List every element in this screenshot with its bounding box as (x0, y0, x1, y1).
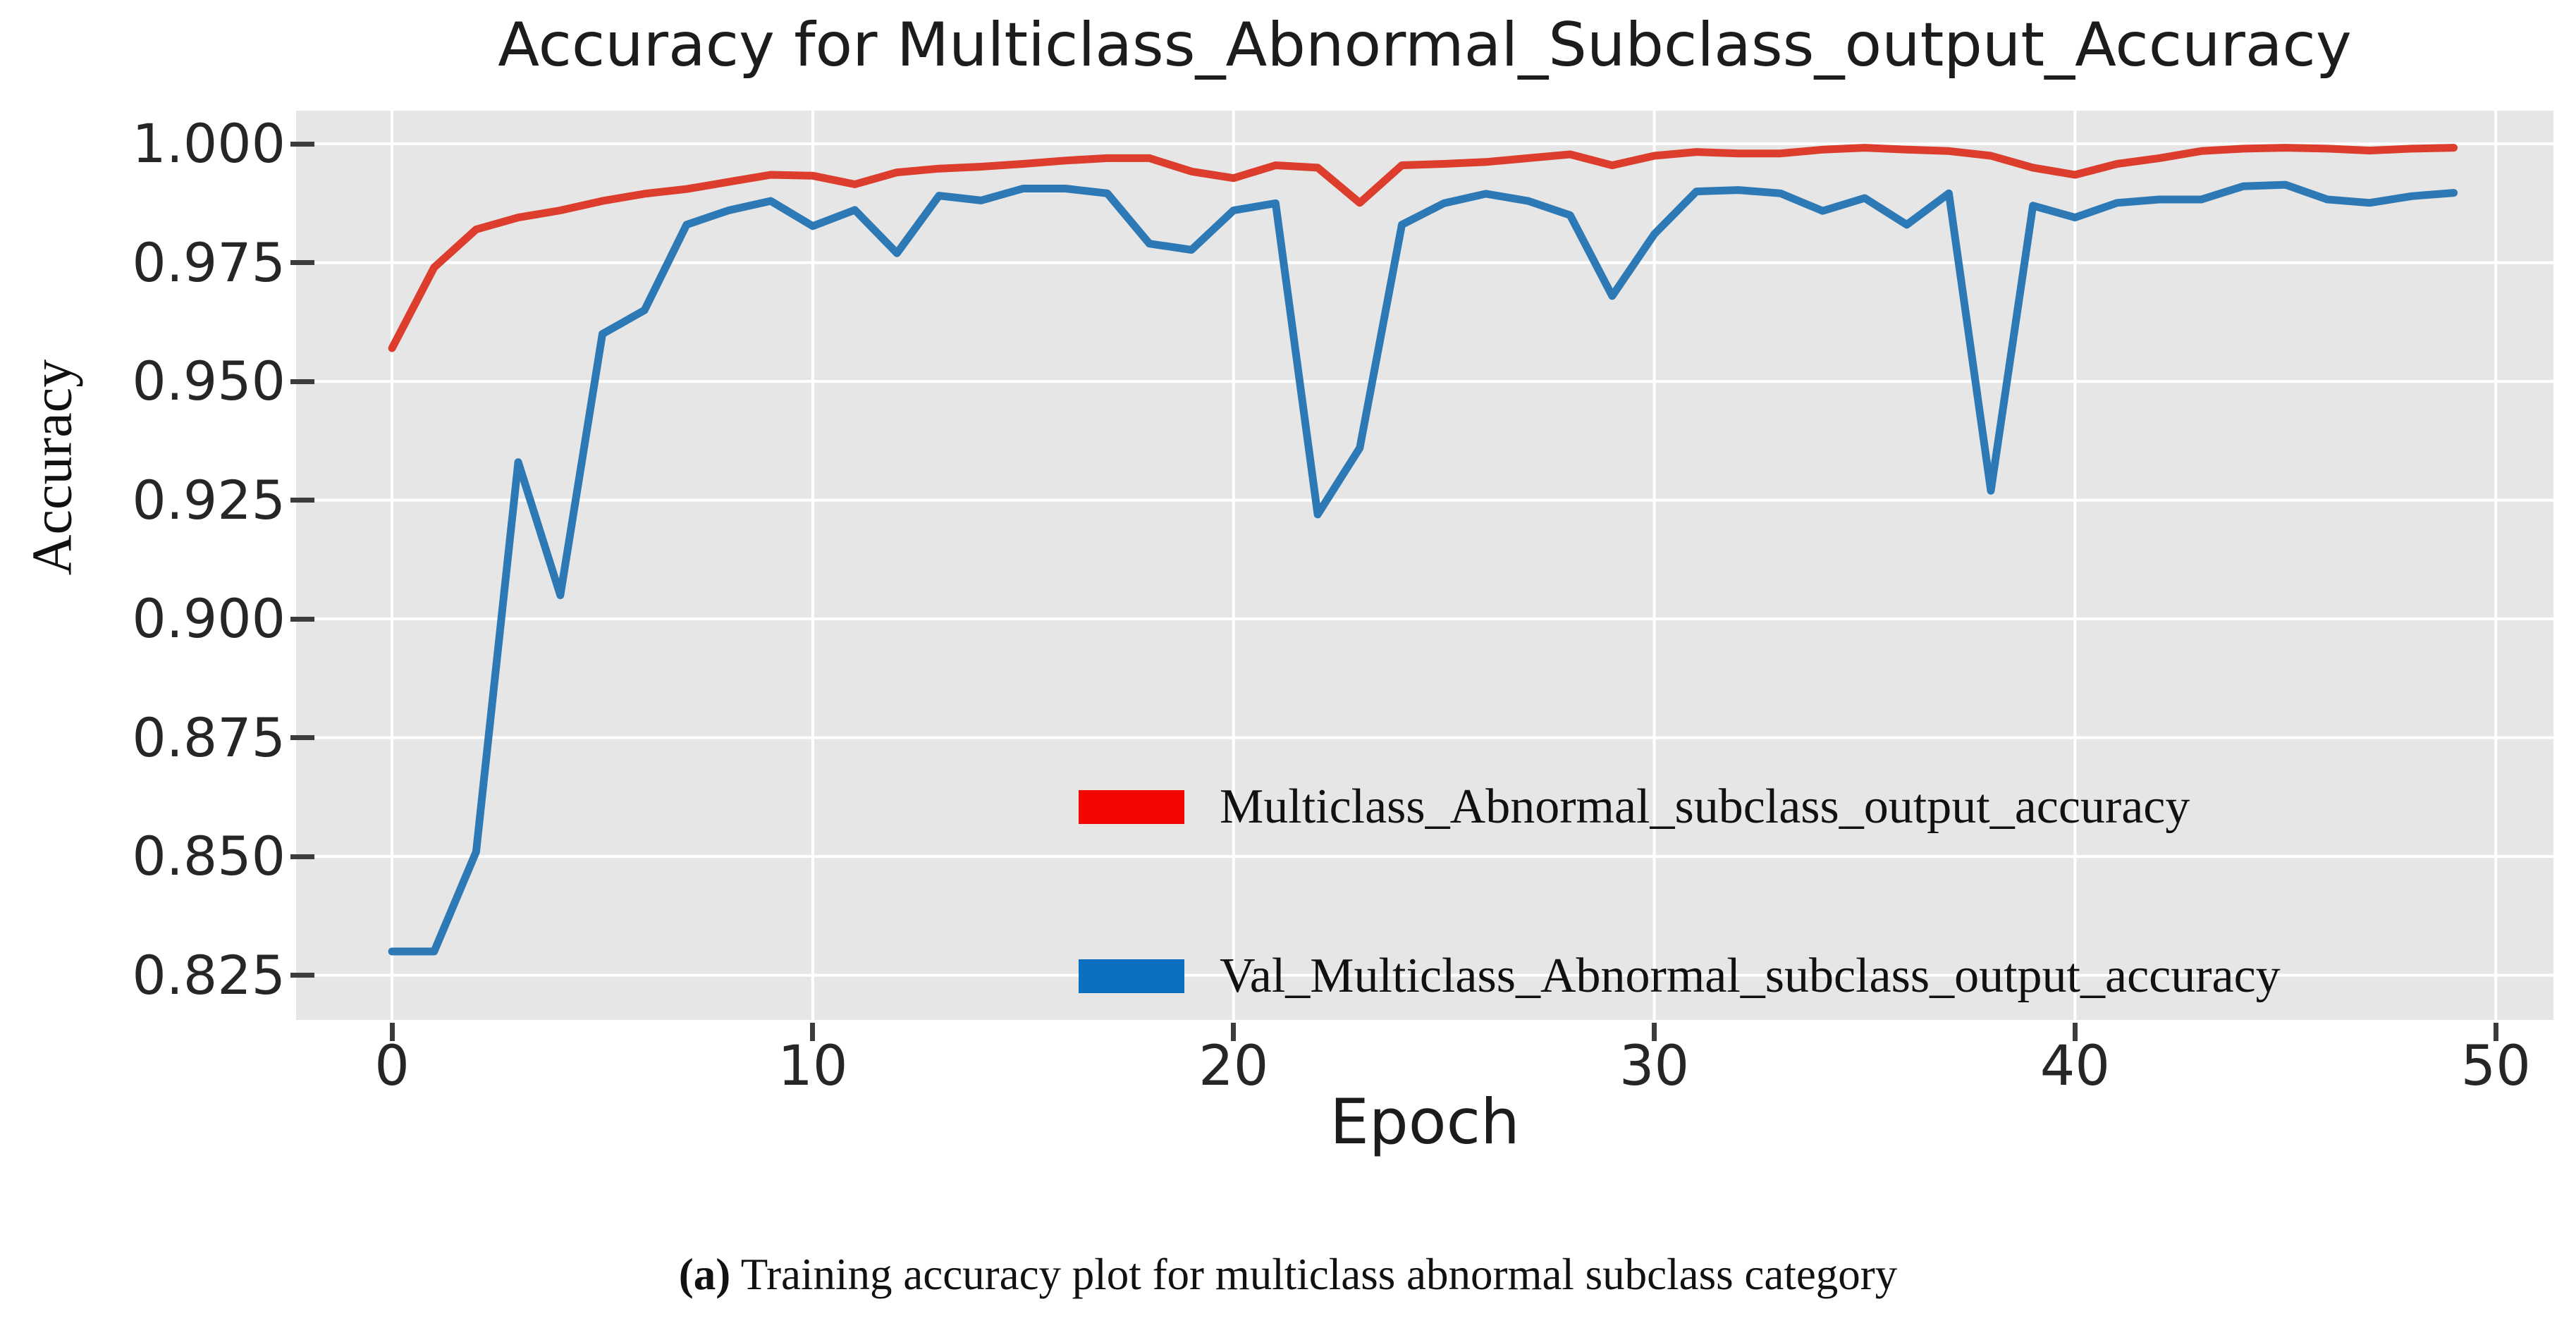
caption-label: (a) (678, 1250, 731, 1299)
legend-label-train: Multiclass_Abnormal_subclass_output_accu… (1220, 780, 2190, 834)
train-accuracy-line (388, 144, 2458, 352)
x-tick-mark (810, 1023, 816, 1041)
y-tick-label: 0.875 (132, 706, 286, 769)
y-axis-label: Accuracy (21, 359, 84, 576)
y-tick-label: 0.850 (132, 825, 286, 888)
x-tick-mark (1652, 1023, 1657, 1041)
caption-text: Training accuracy plot for multiclass ab… (730, 1250, 1898, 1299)
gridlines (296, 111, 2553, 1020)
y-tick-label: 1.000 (132, 112, 286, 176)
x-tick-label: 20 (1198, 1035, 1269, 1098)
y-tick-mark (290, 616, 314, 622)
y-tick-label: 0.825 (132, 943, 286, 1007)
x-tick-label: 50 (2460, 1035, 2531, 1098)
y-tick-label: 0.975 (132, 230, 286, 294)
x-tick-mark (389, 1023, 395, 1041)
x-tick-label: 30 (1619, 1035, 1690, 1098)
x-tick-label: 0 (374, 1035, 410, 1098)
chart-title: Accuracy for Multiclass_Abnormal_Subclas… (498, 10, 2352, 80)
y-tick-label: 0.950 (132, 350, 286, 413)
y-tick-mark (290, 260, 314, 266)
val-line-swatch (1079, 959, 1184, 993)
x-tick-label: 10 (778, 1035, 848, 1098)
y-tick-mark (290, 498, 314, 503)
legend-label-val: Val_Multiclass_Abnormal_subclass_output_… (1220, 949, 2281, 1003)
figure-caption: (a) Training accuracy plot for multiclas… (0, 1249, 2576, 1300)
legend-item-val: Val_Multiclass_Abnormal_subclass_output_… (1079, 934, 2281, 1019)
legend: Multiclass_Abnormal_subclass_output_accu… (1079, 765, 2281, 1019)
y-tick-mark (290, 735, 314, 741)
val-accuracy-line (388, 180, 2458, 956)
x-tick-mark (1231, 1023, 1237, 1041)
plot-canvas (296, 111, 2553, 1020)
x-tick-label: 40 (2040, 1035, 2111, 1098)
y-tick-mark (290, 973, 314, 978)
y-tick-mark (290, 141, 314, 147)
y-tick-mark (290, 379, 314, 384)
train-line-swatch (1079, 790, 1184, 824)
y-tick-mark (290, 854, 314, 859)
plot-area (296, 111, 2553, 1020)
legend-item-train: Multiclass_Abnormal_subclass_output_accu… (1079, 765, 2281, 849)
x-tick-mark (2072, 1023, 2078, 1041)
y-tick-label: 0.900 (132, 587, 286, 651)
x-axis-label: Epoch (1330, 1085, 1520, 1158)
y-tick-label: 0.925 (132, 468, 286, 531)
x-tick-mark (2493, 1023, 2498, 1041)
